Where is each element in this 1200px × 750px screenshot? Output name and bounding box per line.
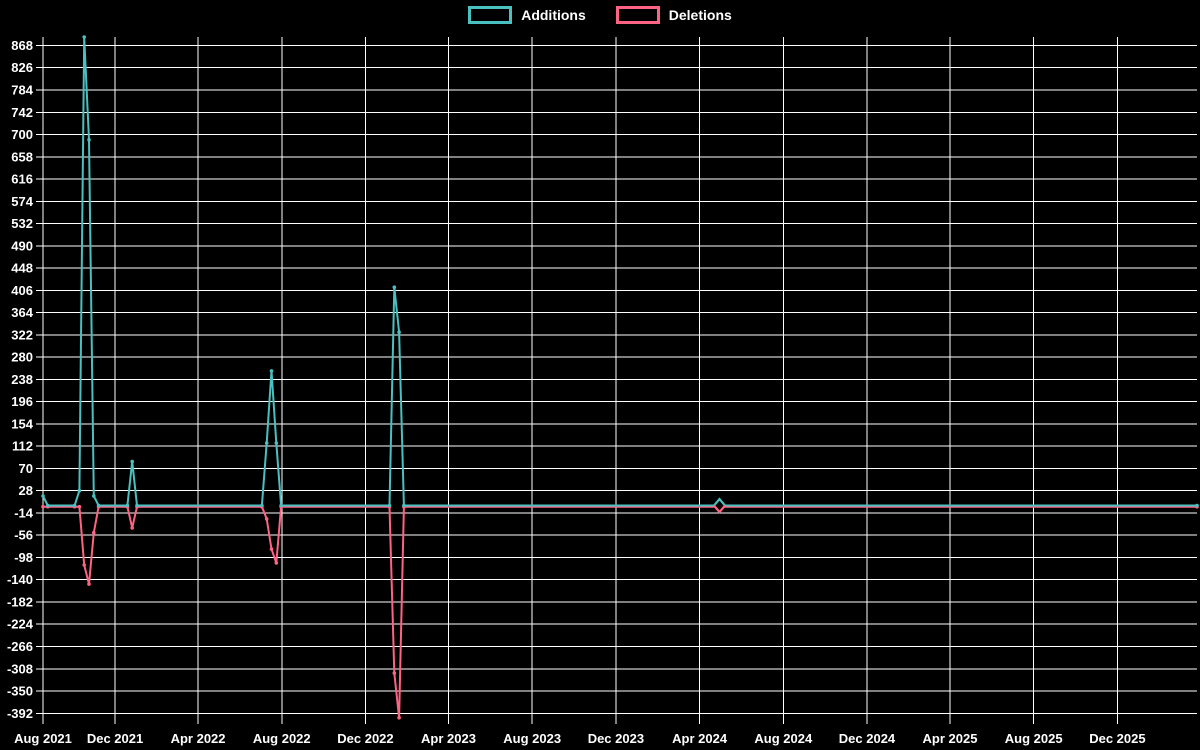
y-tick-label: -392: [7, 706, 33, 721]
y-tick-label: 364: [11, 305, 33, 320]
gridlines: [42, 37, 1197, 717]
y-tick-label: -14: [14, 505, 34, 520]
y-tick-label: 448: [11, 261, 33, 276]
x-tick-label: Apr 2022: [171, 731, 226, 746]
y-tick-label: 742: [11, 105, 33, 120]
y-tick-label: -308: [7, 661, 33, 676]
x-tick-label: Dec 2023: [588, 731, 644, 746]
y-tick-label: 616: [11, 172, 33, 187]
y-tick-label: 574: [11, 194, 33, 209]
additions-legend-swatch-icon: [468, 6, 513, 24]
legend: Additions Deletions: [0, 6, 1200, 24]
y-tick-label: 658: [11, 149, 33, 164]
y-tick-label: -56: [14, 528, 33, 543]
x-tick-label: Aug 2022: [253, 731, 311, 746]
axis-labels: 868 826 784 742 700 658 616 574 532 490 448 406 364 3…: [7, 38, 1146, 746]
legend-item-additions[interactable]: Additions: [468, 6, 586, 24]
y-tick-label: 406: [11, 283, 33, 298]
x-tick-label: Aug 2025: [1005, 731, 1063, 746]
y-tick-label: 700: [11, 127, 33, 142]
x-tick-label: Aug 2023: [503, 731, 561, 746]
y-tick-label: 28: [19, 483, 33, 498]
y-tick-label: 238: [11, 372, 33, 387]
y-tick-label: 196: [11, 394, 33, 409]
y-tick-label: 70: [19, 461, 33, 476]
y-tick-label: -224: [7, 617, 34, 632]
y-tick-label: 490: [11, 238, 33, 253]
y-tick-label: -98: [14, 550, 33, 565]
x-tick-label: Apr 2025: [923, 731, 978, 746]
x-tick-label: Dec 2025: [1089, 731, 1145, 746]
axis-ticks: [36, 44, 1118, 724]
y-tick-label: 112: [12, 439, 33, 454]
legend-item-deletions[interactable]: Deletions: [615, 6, 732, 24]
y-tick-label: -182: [7, 594, 33, 609]
x-tick-label: Dec 2024: [839, 731, 896, 746]
y-tick-label: 154: [11, 416, 33, 431]
y-tick-label: -350: [7, 684, 33, 699]
x-tick-label: Apr 2024: [672, 731, 728, 746]
y-tick-label: 826: [11, 60, 33, 75]
y-tick-label: -266: [7, 639, 33, 654]
x-tick-label: Apr 2023: [421, 731, 476, 746]
deletions-legend-label: Deletions: [668, 7, 732, 23]
x-tick-label: Aug 2024: [754, 731, 813, 746]
y-tick-label: 868: [11, 38, 33, 53]
y-tick-label: 280: [11, 350, 33, 365]
deletions-legend-swatch-icon: [615, 6, 660, 24]
highlight-diamond-marker[interactable]: [713, 497, 726, 514]
x-tick-label: Dec 2022: [337, 731, 393, 746]
y-tick-label: -140: [7, 572, 33, 587]
x-tick-label: Dec 2021: [87, 731, 143, 746]
deletions-line: [41, 504, 1199, 720]
x-tick-label: Aug 2021: [14, 731, 72, 746]
additions-legend-label: Additions: [521, 7, 586, 23]
y-tick-label: 784: [11, 83, 33, 98]
y-tick-label: 532: [11, 216, 33, 231]
additions-line: [41, 35, 1199, 508]
y-tick-label: 322: [11, 327, 33, 342]
